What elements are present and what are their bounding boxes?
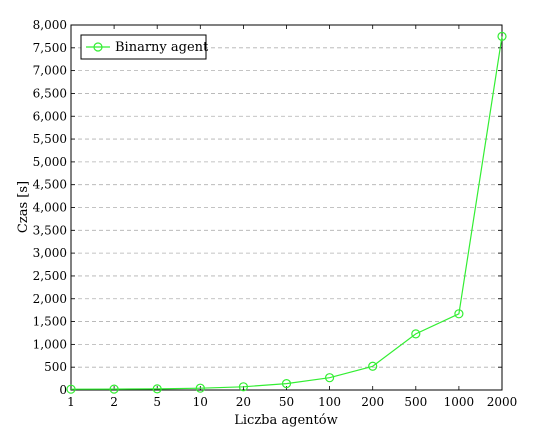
y-tick-label: 0 [59, 383, 67, 397]
x-tick-label: 2000 [487, 395, 518, 409]
x-tick-label: 500 [404, 395, 427, 409]
grid-lines [71, 47, 502, 368]
series-layer [66, 31, 507, 394]
data-point [368, 361, 378, 371]
x-axis-label: Liczba agentów [234, 413, 337, 428]
data-point [109, 384, 119, 394]
y-axis-label: Czas [s] [16, 181, 31, 233]
legend: Binarny agent [80, 34, 209, 60]
x-tick-label: 20 [236, 395, 251, 409]
data-point [152, 384, 162, 394]
y-tick-label: 6,000 [33, 109, 67, 123]
y-axis-ticks: 0 500 1,000 1,500 2,000 2,500 3,000 3,500 4,000 4… [33, 18, 502, 397]
x-tick-label: 1 [67, 395, 75, 409]
y-tick-label: 3,500 [33, 223, 67, 237]
y-tick-label: 5,500 [33, 132, 67, 146]
y-tick-label: 6,500 [33, 86, 67, 100]
data-point [411, 329, 421, 339]
y-tick-label: 1,500 [33, 315, 67, 329]
data-point [281, 379, 292, 389]
y-tick-label: 8,000 [33, 18, 67, 32]
y-tick-label: 4,000 [33, 201, 67, 215]
legend-label: Binarny agent [115, 40, 209, 55]
data-point [497, 31, 507, 42]
data-point [238, 382, 248, 392]
y-tick-label: 4,500 [33, 178, 67, 192]
series-line [70, 36, 503, 390]
y-tick-label: 7,000 [33, 64, 67, 78]
x-tick-label: 10 [193, 395, 208, 409]
data-point [325, 373, 335, 383]
y-tick-label: 1,000 [33, 337, 67, 351]
y-tick-label: 500 [44, 360, 67, 374]
x-tick-label: 1000 [444, 395, 475, 409]
x-axis-ticks: 1 2 5 10 20 50 100 200 500 1000 2000 [67, 25, 517, 409]
x-tick-label: 50 [279, 395, 294, 409]
legend-marker-icon [93, 42, 103, 52]
y-tick-label: 2,500 [33, 269, 67, 283]
data-point [195, 383, 205, 393]
data-point [66, 384, 76, 394]
y-tick-label: 2,000 [33, 292, 67, 306]
y-tick-label: 3,000 [33, 246, 67, 260]
x-tick-label: 100 [318, 395, 341, 409]
x-tick-label: 5 [153, 395, 161, 409]
data-point [454, 309, 464, 319]
x-tick-label: 2 [110, 395, 118, 409]
y-tick-label: 7,500 [33, 41, 67, 55]
y-tick-label: 5,000 [33, 155, 67, 169]
x-tick-label: 200 [361, 395, 384, 409]
